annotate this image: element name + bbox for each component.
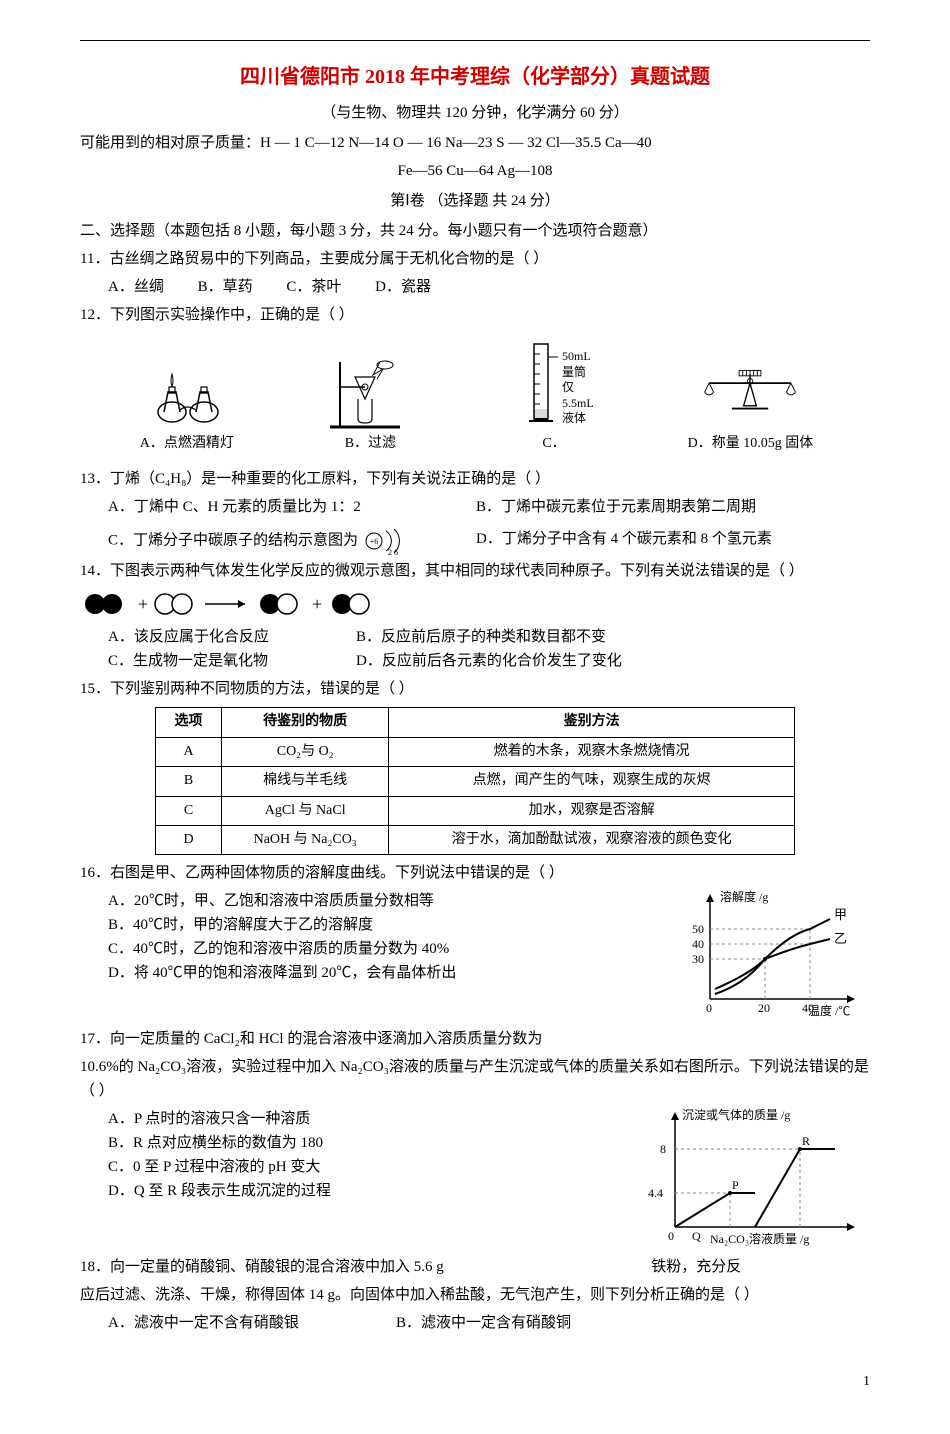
svg-text:乙: 乙 — [834, 931, 847, 946]
svg-text:+6: +6 — [370, 537, 379, 546]
table-row: D NaOH 与 Na₂CO₃ 溶于水，滴加酚酞试液，观察溶液的颜色变化 — [156, 825, 795, 854]
q13-row2: C．丁烯分子中碳原子的结构示意图为 +6 2 6 D．丁烯分子中含有 4 个碳元… — [80, 527, 870, 555]
svg-text:4.4: 4.4 — [648, 1186, 663, 1200]
svg-text:20: 20 — [758, 1001, 770, 1015]
q14-d: D．反应前后各元素的化合价发生了变化 — [356, 649, 622, 673]
q11-a: A．丝绸 — [108, 275, 164, 299]
q16-text: 16．右图是甲、乙两种固体物质的溶解度曲线。下列说法中错误的是（ ） — [80, 861, 870, 885]
q12-d-label: D．称量 10.05g 固体 — [688, 436, 814, 451]
atomic-line-2: Fe—56 Cu—64 Ag—108 — [80, 159, 870, 183]
balance-icon — [700, 359, 800, 429]
q11-c: C．茶叶 — [286, 275, 341, 299]
q13-a: A．丁烯中 C、H 元素的质量比为 1：2 — [108, 495, 448, 519]
svg-text:30: 30 — [692, 952, 704, 966]
q18-b: B．滤液中一定含有硝酸铜 — [396, 1311, 571, 1335]
svg-text:40: 40 — [802, 1001, 814, 1015]
q12-images: A．点燃酒精灯 B．过滤 — [80, 331, 870, 463]
section-intro: 二、选择题（本题包括 8 小题，每小题 3 分，共 24 分。每小题只有一个选项… — [80, 219, 870, 243]
q15-text: 15．下列鉴别两种不同物质的方法，错误的是（ ） — [80, 677, 870, 701]
q17-pre: 17．向一定质量的 CaCl₂和 HCl 的混合溶液中逐滴加入溶质质量分数为 — [80, 1027, 870, 1051]
q18-opts: A．滤液中一定不含有硝酸银 B．滤液中一定含有硝酸铜 — [80, 1311, 870, 1335]
q15-table: 选项 待鉴别的物质 鉴别方法 A CO₂与 O₂ 燃着的木条，观察木条燃烧情况 … — [155, 707, 795, 855]
q13-c-pre: C．丁烯分子中碳原子的结构示意图为 — [108, 533, 358, 549]
q14-c: C．生成物一定是氧化物 — [108, 649, 328, 673]
q11-options: A．丝绸 B．草药 C．茶叶 D．瓷器 — [80, 275, 870, 299]
q18-mid: 铁粉，充分反 — [651, 1259, 741, 1275]
q12-a-label: A．点燃酒精灯 — [140, 436, 234, 451]
atom-structure-icon: +6 2 6 — [362, 527, 406, 555]
q12-text: 12．下列图示实验操作中，正确的是（ ） — [80, 303, 870, 327]
table-header-row: 选项 待鉴别的物质 鉴别方法 — [156, 708, 795, 737]
atomic-line-1: H — 1 C—12 N—14 O — 16 Na—23 S — 32 Cl—3… — [260, 135, 652, 151]
th-0: 选项 — [156, 708, 222, 737]
svg-text:2 6: 2 6 — [388, 548, 398, 555]
svg-text:P: P — [732, 1178, 739, 1192]
alcohol-lamp-icon — [137, 359, 237, 429]
solubility-chart: 溶解度 /g 温度 /℃ 50 40 30 0 20 40 甲 乙 — [680, 889, 870, 1019]
svg-text:甲: 甲 — [834, 907, 847, 922]
table-row: A CO₂与 O₂ 燃着的木条，观察木条燃烧情况 — [156, 737, 795, 766]
q14-text: 14．下图表示两种气体发生化学反应的微观示意图，其中相同的球代表同种原子。下列有… — [80, 559, 870, 583]
svg-text:40: 40 — [692, 937, 704, 951]
top-rule — [80, 40, 870, 41]
q14-b: B．反应前后原子的种类和数目都不变 — [356, 625, 606, 649]
exam-subtitle: （与生物、物理共 120 分钟，化学满分 60 分） — [80, 101, 870, 125]
svg-text:温度 /℃: 温度 /℃ — [808, 1003, 850, 1018]
q12-b-label: B．过滤 — [345, 436, 396, 451]
svg-text:Q: Q — [692, 1229, 701, 1243]
q18-a: A．滤液中一定不含有硝酸银 — [108, 1311, 368, 1335]
svg-text:溶解度 /g: 溶解度 /g — [720, 889, 768, 904]
svg-text:50: 50 — [692, 922, 704, 936]
svg-text:+: + — [312, 594, 322, 614]
q14-a: A．该反应属于化合反应 — [108, 625, 328, 649]
q12-c-pre: C． — [542, 436, 565, 451]
q13-d: D．丁烯分子中含有 4 个碳元素和 8 个氢元素 — [476, 527, 772, 555]
q12-c-label2: 仅 5.5mL 液体 — [562, 380, 593, 425]
atomic-masses: 可能用到的相对原子质量：H — 1 C—12 N—14 O — 16 Na—23… — [80, 131, 870, 155]
q12-c-item: 50mL 量筒 仅 5.5mL 液体 C． — [504, 339, 604, 455]
table-row: C AgCl 与 NaCl 加水，观察是否溶解 — [156, 796, 795, 825]
svg-text:+: + — [138, 594, 148, 614]
svg-text:0: 0 — [706, 1001, 712, 1015]
svg-text:Na₂CO₃溶液质量 /g: Na₂CO₃溶液质量 /g — [710, 1231, 809, 1246]
q18-pre: 18．向一定量的硝酸铜、硝酸银的混合溶液中加入 5.6 g — [80, 1259, 444, 1275]
q13-row1: A．丁烯中 C、H 元素的质量比为 1：2 B．丁烯中碳元素位于元素周期表第二周… — [80, 495, 870, 519]
q14-row1: A．该反应属于化合反应 B．反应前后原子的种类和数目都不变 — [80, 625, 870, 649]
page-number: 1 — [80, 1371, 870, 1393]
filter-icon — [320, 359, 420, 429]
q11-text: 11．古丝绸之路贸易中的下列商品，主要成分属于无机化合物的是（ ） — [80, 247, 870, 271]
svg-text:R: R — [802, 1134, 810, 1148]
q13-b: B．丁烯中碳元素位于元素周期表第二周期 — [476, 495, 756, 519]
table-row: B 棉线与羊毛线 点燃，闻产生的气味，观察生成的灰烬 — [156, 767, 795, 796]
section-1-header: 第Ⅰ卷 （选择题 共 24 分） — [80, 189, 870, 213]
atomic-prefix: 可能用到的相对原子质量： — [80, 135, 260, 151]
q12-a-item: A．点燃酒精灯 — [137, 359, 237, 455]
svg-text:沉淀或气体的质量 /g: 沉淀或气体的质量 /g — [682, 1107, 790, 1122]
q18-post: 应后过滤、洗涤、干燥，称得固体 14 g。向固体中加入稀盐酸，无气泡产生，则下列… — [80, 1283, 870, 1307]
svg-text:0: 0 — [668, 1229, 674, 1243]
q13-c: C．丁烯分子中碳原子的结构示意图为 +6 2 6 — [108, 527, 448, 555]
th-2: 鉴别方法 — [389, 708, 795, 737]
q14-row2: C．生成物一定是氧化物 D．反应前后各元素的化合价发生了变化 — [80, 649, 870, 673]
q13-text: 13．丁烯（C₄H₈）是一种重要的化工原料，下列有关说法正确的是（ ） — [80, 467, 870, 491]
precipitate-chart: 沉淀或气体的质量 /g Na₂CO₃溶液质量 /g 8 4.4 0 P Q R — [640, 1107, 870, 1247]
q12-c-label1: 50mL 量筒 — [562, 349, 590, 379]
q17-post: 10.6%的 Na₂CO₃溶液，实验过程中加入 Na₂CO₃溶液的质量与产生沉淀… — [80, 1055, 870, 1103]
q12-d-item: D．称量 10.05g 固体 — [688, 359, 814, 455]
reaction-diagram: + + — [80, 589, 870, 619]
q12-b-item: B．过滤 — [320, 359, 420, 455]
svg-text:8: 8 — [660, 1142, 666, 1156]
exam-title: 四川省德阳市 2018 年中考理综（化学部分）真题试题 — [80, 61, 870, 93]
q18-line1: 18．向一定量的硝酸铜、硝酸银的混合溶液中加入 5.6 g 铁粉，充分反 — [80, 1255, 870, 1279]
th-1: 待鉴别的物质 — [222, 708, 389, 737]
q11-d: D．瓷器 — [375, 275, 431, 299]
q11-b: B．草药 — [198, 275, 253, 299]
